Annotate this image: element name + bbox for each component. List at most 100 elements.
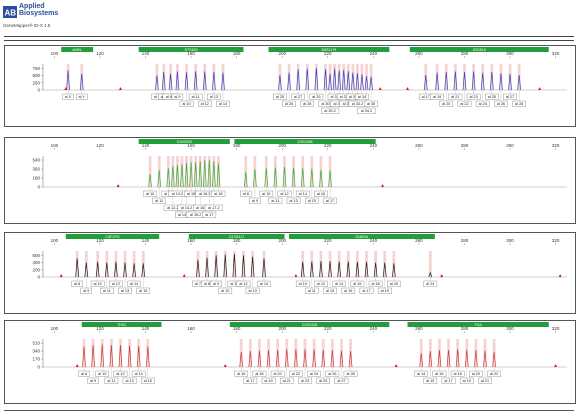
allele-peak: [198, 160, 203, 188]
x-tick-label: 280: [461, 51, 469, 56]
marker-bar-d2s1338: [229, 322, 390, 327]
allele-peak: [123, 262, 127, 278]
allele-bin: [119, 339, 122, 367]
allele-bin: [490, 64, 494, 90]
allele-label-box: [136, 287, 151, 294]
marker-bar-fga: [407, 322, 549, 327]
allele-label: al 11: [155, 199, 163, 203]
off-ladder-marker: [394, 364, 398, 367]
allele-label: al 14: [135, 372, 143, 376]
marker-name: D7S820: [185, 48, 198, 52]
electropherogram-green-plot[interactable]: D16S539 D3S1358 100 120 140 160 180 200 220 240 26…: [5, 138, 575, 223]
allele-bin: [185, 64, 188, 90]
x-tick-label: 280: [461, 238, 469, 243]
allele-peak: [346, 261, 351, 278]
allele-peak: [339, 350, 344, 368]
off-ladder-marker: [118, 87, 122, 90]
x-tick-label: 220: [324, 238, 332, 243]
allele-label-box: [423, 377, 438, 384]
allele-peak: [91, 345, 95, 368]
allele-label: al 26: [285, 102, 293, 106]
marker-bar-d8s1179: [268, 47, 390, 52]
electropherogram-panel-green[interactable]: D16S539 D3S1358 100 120 140 160 180 200 220 240 26…: [4, 137, 576, 224]
allele-label: al 33: [349, 95, 357, 99]
allele-label: al 13: [326, 289, 334, 293]
allele-label-box: [350, 280, 365, 287]
x-tick-label: 160: [187, 51, 195, 56]
allele-peak: [337, 261, 342, 278]
allele-peak: [275, 349, 280, 368]
electropherogram-black-plot[interactable]: CSF1PO D13S317 D18S51 100 120 140 160 180 200 220…: [5, 233, 575, 313]
allele-label-box: [202, 211, 217, 218]
allele-label-box: [357, 107, 376, 114]
allele-bin: [109, 339, 113, 367]
allele-bin: [212, 64, 216, 90]
allele-label: al 10: [98, 372, 106, 376]
allele-peak: [355, 73, 360, 91]
allele-label-box: [321, 107, 340, 114]
allele-peak: [82, 346, 86, 368]
allele-label: al 14: [335, 282, 343, 286]
allele-peak: [300, 261, 305, 278]
allele-label: al 25: [319, 379, 327, 383]
allele-peak: [364, 76, 369, 91]
allele-bin: [251, 251, 254, 277]
marker-bar-th01: [81, 322, 162, 327]
allele-label: al 35: [367, 102, 375, 106]
y-tick-label: 540: [32, 158, 40, 163]
allele-label-box: [359, 287, 374, 294]
allele-label: al 32: [340, 95, 348, 99]
allele-peak: [262, 258, 266, 278]
allele-peak: [212, 160, 216, 188]
y-tick-label: 340: [32, 349, 40, 354]
allele-label: al 12: [116, 372, 124, 376]
allele-bin: [171, 156, 175, 187]
allele-label: al 8: [243, 192, 249, 196]
allele-peak: [428, 351, 433, 368]
allele-peak: [287, 72, 291, 91]
allele-label-box: [291, 93, 305, 100]
electropherogram-panel-black[interactable]: CSF1PO D13S317 D18S51 100 120 140 160 180 200 220…: [4, 232, 576, 314]
allele-label: al 15: [187, 192, 195, 196]
allele-bin: [244, 156, 248, 187]
allele-label-box: [249, 197, 261, 204]
electropherogram-red-plot[interactable]: TH01 D2S1338 FGA 100 120 140 160 180 200 220 240 26…: [5, 321, 575, 403]
allele-label-box: [76, 93, 88, 100]
allele-label-box: [100, 287, 114, 294]
allele-label: al 18: [255, 372, 263, 376]
allele-peak: [453, 71, 458, 91]
allele-peak: [428, 271, 433, 278]
electropherogram-panel-red[interactable]: TH01 D2S1338 FGA 100 120 140 160 180 200 220 240 26…: [4, 320, 576, 404]
allele-label: al 25: [276, 95, 284, 99]
allele-peak: [189, 161, 193, 188]
allele-peak: [508, 73, 512, 91]
allele-label-box: [316, 377, 331, 384]
allele-label-box: [430, 93, 444, 100]
x-tick-label: 300: [506, 326, 514, 331]
allele-label-box: [282, 100, 296, 107]
electropherogram-panel-blue[interactable]: AMEL D7S820 D8S1179 D5S818 100 120 140 160 180 20…: [4, 45, 576, 127]
allele-label: al 26: [497, 102, 505, 106]
brand-line2: Biosystems: [19, 10, 59, 17]
y-tick-label: 170: [32, 357, 40, 362]
allele-label: al 30: [321, 102, 329, 106]
allele-peak: [319, 169, 323, 188]
allele-label: al 15: [344, 289, 352, 293]
x-tick-label: 280: [461, 143, 469, 148]
off-ladder-marker: [538, 87, 542, 90]
allele-peak: [517, 74, 522, 91]
allele-label-box: [90, 280, 105, 287]
electropherogram-blue-plot[interactable]: AMEL D7S820 D8S1179 D5S818 100 120 140 160 180 20…: [5, 46, 575, 126]
allele-label-box: [448, 93, 463, 100]
allele-label-box: [439, 100, 454, 107]
allele-label: al 24: [310, 372, 318, 376]
allele-label: al 23: [469, 95, 477, 99]
allele-label-box: [218, 287, 233, 294]
allele-peak: [330, 350, 335, 368]
x-tick-label: 180: [233, 326, 241, 331]
allele-label-box: [309, 93, 324, 100]
allele-label-box: [289, 370, 303, 377]
marker-bar-d3s1358: [234, 139, 376, 144]
allele-label: al 12: [280, 192, 288, 196]
allele-label-box: [277, 190, 292, 197]
